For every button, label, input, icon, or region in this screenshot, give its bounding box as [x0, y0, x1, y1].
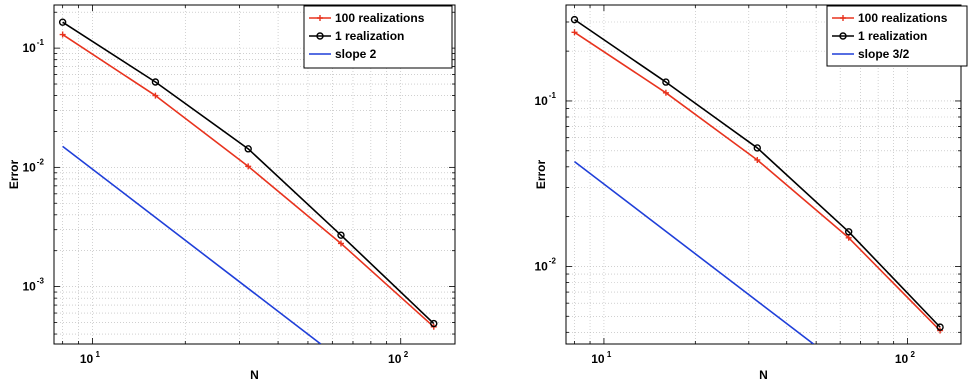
data-point-plus: [845, 234, 852, 241]
x-axis-label: N: [250, 368, 259, 382]
axes-box: [565, 4, 962, 345]
y-tick-label-exponent: -1: [37, 38, 45, 47]
legend-swatch-marker: [316, 32, 324, 40]
data-point-plus: [152, 92, 159, 99]
data-point-plus: [245, 163, 252, 170]
legend-label: slope 2: [335, 47, 377, 61]
grid: [566, 5, 961, 344]
y-axis-label: Error: [7, 159, 21, 189]
y-axis-label: Error: [534, 159, 548, 189]
data-point-circle: [58, 18, 67, 26]
x-axis-label: N: [759, 368, 768, 382]
legend: 100 realizations 1 realization slope 2: [303, 5, 453, 69]
series-line-1: [62, 33, 435, 328]
grid: [54, 5, 455, 344]
y-tick-label: 10: [22, 41, 36, 55]
y-tick-label: 10: [534, 94, 548, 108]
data-point-plus: [59, 31, 66, 38]
data-point-circle: [936, 323, 944, 331]
y-tick-label: 10: [22, 160, 36, 174]
series-line-2: [62, 21, 435, 325]
data-point-circle: [337, 231, 345, 239]
legend-label: 100 realizations: [335, 11, 425, 25]
x-tick-label-exponent: 1: [607, 350, 612, 359]
x-tick-label-exponent: 2: [404, 350, 409, 359]
legend-box: [303, 5, 453, 69]
legend-label: 1 realization: [858, 29, 927, 43]
data-point-circle: [430, 319, 438, 328]
y-tick-label-exponent: -2: [37, 157, 45, 166]
data-point-circle: [753, 144, 761, 152]
y-tick-label-exponent: -1: [549, 91, 557, 100]
series-line-1: [574, 31, 941, 332]
series-line-2: [574, 18, 941, 328]
data-point-plus: [337, 240, 344, 247]
data-point-circle: [570, 15, 579, 24]
x-tick-label-exponent: 1: [96, 350, 101, 359]
legend: 100 realizations 1 realization slope 3/2: [826, 5, 968, 67]
plot-area: [574, 18, 941, 344]
legend-swatch-marker: [840, 15, 846, 21]
y-tick-label-exponent: -2: [549, 256, 557, 265]
legend-label: slope 3/2: [858, 47, 910, 61]
data-point-plus: [571, 29, 578, 36]
x-tick-label: 10: [388, 352, 402, 366]
data-point-circle: [662, 78, 670, 86]
plot-area: [62, 21, 435, 344]
y-tick-label: 10: [22, 280, 36, 294]
axes-box: [53, 4, 456, 345]
x-tick-label: 10: [895, 352, 909, 366]
legend-swatch-marker: [839, 32, 847, 40]
x-tick-label: 10: [80, 352, 94, 366]
y-tick-label: 10: [534, 259, 548, 273]
series-line-3: [62, 145, 322, 344]
y-tick-label-exponent: -3: [37, 277, 45, 286]
data-point-circle: [151, 78, 160, 86]
legend-swatch-marker: [317, 15, 323, 21]
x-tick-label-exponent: 2: [911, 350, 916, 359]
data-point-circle: [844, 228, 853, 236]
data-point-plus: [754, 156, 761, 163]
legend-label: 1 realization: [335, 29, 404, 43]
series-line-3: [574, 160, 814, 344]
data-point-plus: [662, 89, 669, 96]
data-point-circle: [244, 145, 252, 153]
x-tick-label: 10: [591, 352, 605, 366]
legend-label: 100 realizations: [858, 11, 948, 25]
